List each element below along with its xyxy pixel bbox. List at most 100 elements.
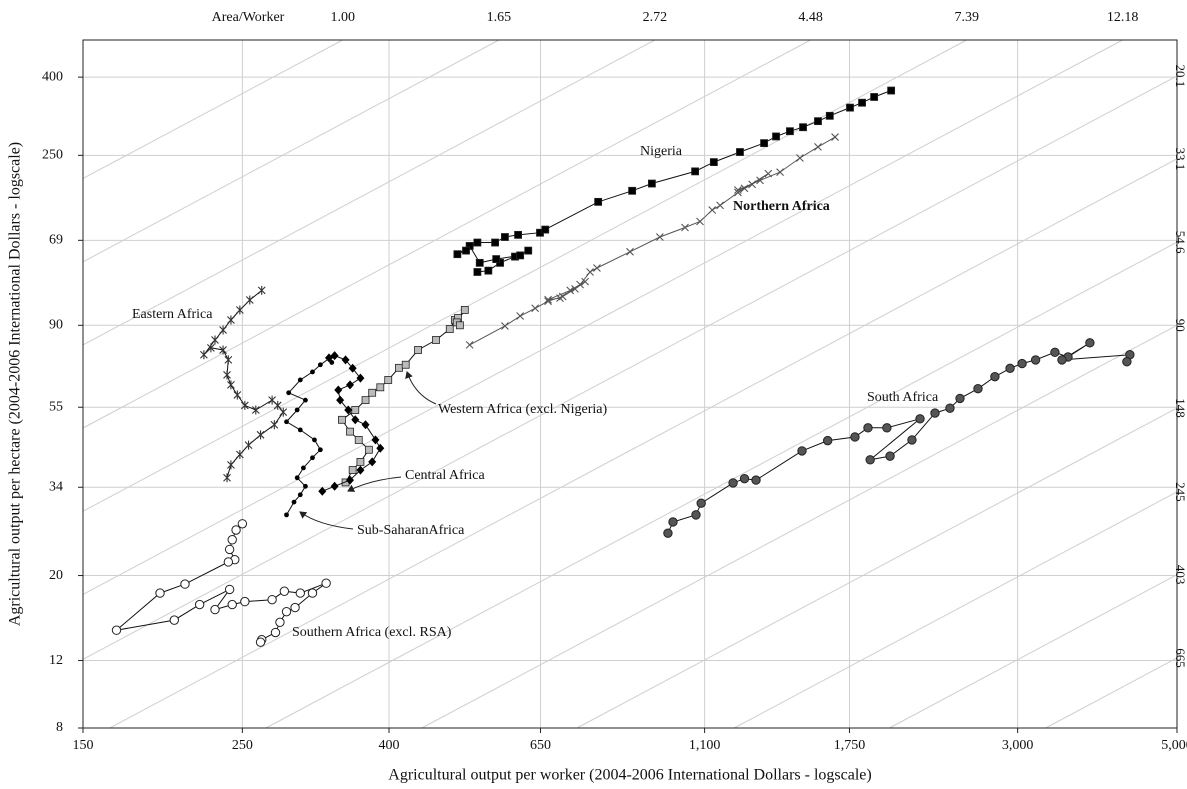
point [453, 250, 462, 259]
point [786, 127, 794, 136]
diagonal-grid-line [82, 75, 1178, 660]
point [445, 325, 454, 333]
point [1085, 338, 1095, 348]
point [223, 557, 234, 567]
point [281, 606, 292, 617]
point [484, 266, 493, 275]
point [544, 297, 552, 306]
point [814, 143, 822, 151]
y-tick-label: 69 [49, 233, 63, 248]
point [321, 578, 331, 588]
point [576, 280, 584, 289]
point [395, 363, 403, 372]
point [346, 475, 355, 485]
point [354, 435, 363, 444]
point [334, 385, 343, 395]
point [361, 420, 370, 430]
point [318, 486, 327, 496]
point [734, 188, 742, 197]
point [501, 233, 509, 241]
point [465, 341, 474, 349]
diagonal-grid-line [265, 241, 1178, 729]
x-tick-label: 1,100 [689, 738, 721, 753]
point [329, 360, 335, 365]
point [581, 277, 590, 286]
diagonal-grid-line [82, 39, 1123, 595]
point [310, 455, 315, 461]
point [739, 473, 750, 484]
point [514, 230, 522, 239]
point [455, 321, 464, 330]
series-label: Eastern Africa [132, 307, 213, 322]
point [734, 186, 742, 194]
point [594, 197, 603, 206]
point [1050, 347, 1060, 358]
point [240, 400, 249, 410]
point [344, 405, 353, 415]
series-label: South Africa [867, 390, 939, 405]
diagonal-grid-line [889, 574, 1178, 729]
point [376, 443, 385, 453]
point [384, 376, 393, 384]
point [351, 415, 360, 425]
point [224, 544, 235, 555]
point [628, 186, 637, 195]
point [317, 362, 323, 368]
series-label: Western Africa (excl. Nigeria) [438, 402, 607, 417]
point [740, 184, 749, 193]
point [155, 588, 165, 598]
point [655, 233, 664, 241]
y2-tick-label: 148 [1173, 398, 1187, 418]
point [822, 435, 833, 446]
point [245, 295, 254, 305]
point [544, 295, 552, 304]
point [307, 588, 318, 598]
x-tick-label: 5,000 [1161, 738, 1187, 753]
point [663, 528, 673, 538]
point [200, 350, 208, 360]
diagonal-grid-line [82, 39, 656, 346]
point [870, 93, 879, 101]
point [432, 336, 440, 344]
point [887, 86, 896, 95]
point [491, 238, 499, 247]
point [224, 355, 233, 365]
y2-tick-label: 403 [1173, 565, 1187, 585]
annotation-arrow [299, 511, 354, 530]
x2-tick-label: 4.48 [798, 10, 823, 25]
point [219, 345, 227, 355]
point [284, 419, 289, 425]
point [797, 446, 807, 456]
y-tick-label: 20 [49, 568, 63, 583]
point [751, 475, 761, 485]
point [231, 525, 241, 535]
point [286, 390, 292, 396]
point [748, 180, 757, 189]
y2-tick-label: 665 [1173, 648, 1187, 668]
x2-tick-label: 7.39 [954, 10, 979, 25]
point [696, 498, 706, 508]
point [475, 258, 484, 267]
point [270, 627, 281, 638]
point [291, 499, 297, 505]
point [414, 346, 422, 354]
series-label: Nigeria [640, 144, 683, 159]
point [111, 625, 122, 635]
point [626, 247, 634, 256]
plot-frame [82, 39, 1178, 729]
point [541, 225, 550, 234]
point [524, 246, 533, 255]
point [882, 423, 892, 433]
point [865, 455, 875, 465]
point [341, 355, 350, 365]
point [1005, 363, 1015, 374]
y-tick-label: 250 [42, 148, 63, 163]
point [297, 427, 303, 433]
point [206, 343, 215, 353]
point [668, 517, 678, 527]
point [227, 315, 235, 325]
point [885, 451, 895, 461]
point [728, 478, 738, 488]
point [290, 602, 300, 613]
